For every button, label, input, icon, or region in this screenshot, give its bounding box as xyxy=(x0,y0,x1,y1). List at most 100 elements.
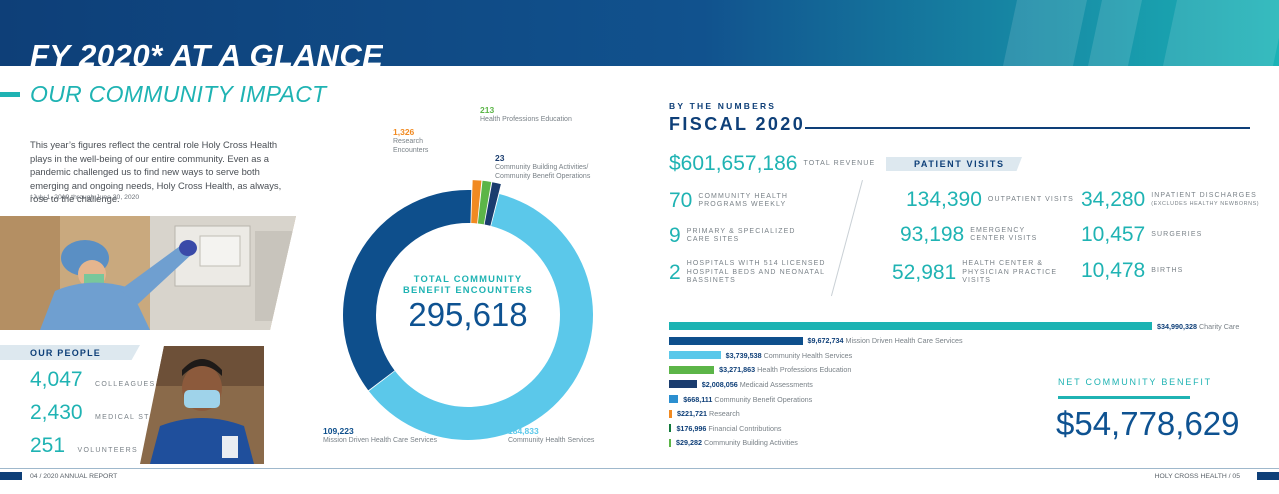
page-title: FY 2020* AT A GLANCE xyxy=(30,38,384,66)
footer-rule xyxy=(0,468,1279,469)
banner-stripe xyxy=(1087,0,1143,66)
numbers-heading: FISCAL 2020 xyxy=(669,114,806,134)
segment-label-community-building: 23 Community Building Activities/ Commun… xyxy=(495,153,605,181)
segment-value: 213 xyxy=(480,105,495,115)
bar xyxy=(669,365,715,374)
bar xyxy=(669,438,671,447)
stat-label: OUTPATIENT VISITS xyxy=(987,195,1074,203)
bar-category-label: Health Professions Education xyxy=(755,365,852,375)
stat-value: 9 xyxy=(669,224,681,247)
stat-inpatient: 34,280 INPATIENT DISCHARGES (EXCLUDES HE… xyxy=(1081,189,1259,211)
bar-label: $221,721 Research xyxy=(677,409,740,418)
stat-label: EMERGENCY CENTER VISITS xyxy=(970,226,1038,243)
community-benefit-bar-chart: $34,990,328 Charity Care $9,672,734 Missi… xyxy=(669,322,1269,452)
bar-label: $29,282 Community Building Activities xyxy=(676,438,798,447)
donut-segment xyxy=(368,194,593,441)
donut-segment xyxy=(484,182,501,226)
stat-care-sites: 9 PRIMARY & SPECIALIZED CARE SITES xyxy=(669,225,797,247)
bar xyxy=(669,351,721,360)
bar-category-label: Community Building Activities xyxy=(701,438,798,448)
stat-volunteers: 251 VOLUNTEERS xyxy=(30,435,138,457)
bar xyxy=(669,395,679,403)
page-subtitle: OUR COMMUNITY IMPACT xyxy=(30,81,327,107)
donut-segment xyxy=(471,180,482,224)
stat-value: 10,478 xyxy=(1081,259,1146,282)
revenue-value: $601,657,186 xyxy=(669,152,798,175)
bar-value-label: $3,271,863 xyxy=(719,365,756,375)
stat-label: BIRTHS xyxy=(1151,266,1184,274)
physician-photo xyxy=(140,346,264,464)
bar-label: $3,271,863 Health Professions Education xyxy=(719,365,851,374)
donut-segment xyxy=(477,180,492,225)
stat-label: COMMUNITY HEALTH PROGRAMS WEEKLY xyxy=(698,192,789,209)
segment-name: Community Health Services xyxy=(508,437,595,444)
footer-tab-right xyxy=(1257,472,1279,480)
bar-category-label: Medicaid Assessments xyxy=(737,379,813,389)
stat-label: HOSPITALS WITH 514 LICENSED HOSPITAL BED… xyxy=(686,260,826,284)
bar-category-label: Mission Driven Health Care Services xyxy=(843,336,963,346)
stat-emergency: 93,198 EMERGENCY CENTER VISITS xyxy=(900,224,1046,246)
stat-physician-visits: 52,981 HEALTH CENTER & PHYSICIAN PRACTIC… xyxy=(892,260,1080,286)
bar-category-label: Community Health Services xyxy=(761,350,853,360)
segment-name: Community Building Activities/ Community… xyxy=(495,164,591,180)
segment-name: Health Professions Education xyxy=(480,116,572,123)
stat-label-group: INPATIENT DISCHARGES (EXCLUDES HEALTHY N… xyxy=(1151,192,1259,209)
banner-stripe xyxy=(1002,0,1088,66)
stat-label: PRIMARY & SPECIALIZED CARE SITES xyxy=(686,227,796,244)
bar-category-label: Charity Care xyxy=(1196,321,1240,331)
segment-value: 109,223 xyxy=(323,426,354,436)
bar xyxy=(669,409,673,418)
stat-medical-staff: 2,430 MEDICAL STAFF xyxy=(30,402,166,424)
bar-value-label: $3,739,538 xyxy=(725,350,762,360)
bar-label: $3,739,538 Community Health Services xyxy=(726,351,853,360)
bar-value-label: $34,990,328 xyxy=(1157,321,1197,331)
stat-label: SURGERIES xyxy=(1151,230,1203,238)
stat-label: VOLUNTEERS xyxy=(77,447,138,454)
net-benefit-value: $54,778,629 xyxy=(1056,405,1240,442)
stat-value: 70 xyxy=(669,189,693,212)
segment-name: Research Encounters xyxy=(393,138,429,154)
bar-value-label: $176,996 xyxy=(676,423,707,433)
segment-label-health-education: 213 Health Professions Education xyxy=(480,105,600,124)
footer-tab-left xyxy=(0,472,22,480)
total-revenue: $601,657,186 TOTAL REVENUE xyxy=(669,153,875,175)
stat-label: MEDICAL STAFF xyxy=(95,414,167,421)
bar-label: $176,996 Financial Contributions xyxy=(676,424,781,433)
segment-label-research: 1,326 Research Encounters xyxy=(393,127,453,155)
heading-rule xyxy=(805,127,1250,129)
nurse-photo xyxy=(0,216,296,330)
stat-outpatient: 134,390 OUTPATIENT VISITS xyxy=(906,189,1074,211)
bar-value-label: $29,282 xyxy=(676,438,702,448)
stat-value: 251 xyxy=(30,434,66,457)
intro-text: This year’s figures reflect the central … xyxy=(30,139,282,204)
segment-name: Mission Driven Health Care Services xyxy=(323,437,437,444)
stat-value: 93,198 xyxy=(900,223,965,246)
stat-value: 4,047 xyxy=(30,368,83,391)
people-heading-band xyxy=(0,345,140,360)
stat-value: 52,981 xyxy=(892,260,957,284)
encounters-donut-chart xyxy=(343,180,593,441)
bar-category-label: Community Benefit Operations xyxy=(712,394,813,404)
bar-label: $668,111 Community Benefit Operations xyxy=(683,395,812,404)
bar-label: $34,990,328 Charity Care xyxy=(1157,322,1239,331)
bar-label: $9,672,734 Mission Driven Health Care Se… xyxy=(808,336,963,345)
stat-value: 34,280 xyxy=(1081,188,1146,211)
bar-label: $2,008,056 Medicaid Assessments xyxy=(702,380,813,389)
bar xyxy=(669,336,803,345)
stat-label: HEALTH CENTER & PHYSICIAN PRACTICE VISIT… xyxy=(962,260,1058,284)
banner-stripe xyxy=(1162,0,1279,66)
bar-value-label: $668,111 xyxy=(683,394,713,404)
subtitle-accent xyxy=(0,92,20,97)
bar-value-label: $9,672,734 xyxy=(807,336,844,346)
people-heading: OUR PEOPLE xyxy=(30,348,102,358)
donut-center-total: 295,618 xyxy=(408,296,528,333)
header-banner xyxy=(0,0,1279,66)
patient-visits-heading: PATIENT VISITS xyxy=(914,159,1005,169)
net-benefit-rule xyxy=(1058,396,1190,399)
intro-footnote: *July 1, 2019 through June 30, 2020 xyxy=(30,194,140,201)
segment-label-mission-driven: 109,223 Mission Driven Health Care Servi… xyxy=(323,426,463,445)
stat-hospitals: 2 HOSPITALS WITH 514 LICENSED HOSPITAL B… xyxy=(669,260,857,286)
revenue-label: TOTAL REVENUE xyxy=(803,159,876,167)
stat-births: 10,478 BIRTHS xyxy=(1081,260,1183,282)
segment-value: 1,326 xyxy=(393,127,415,137)
